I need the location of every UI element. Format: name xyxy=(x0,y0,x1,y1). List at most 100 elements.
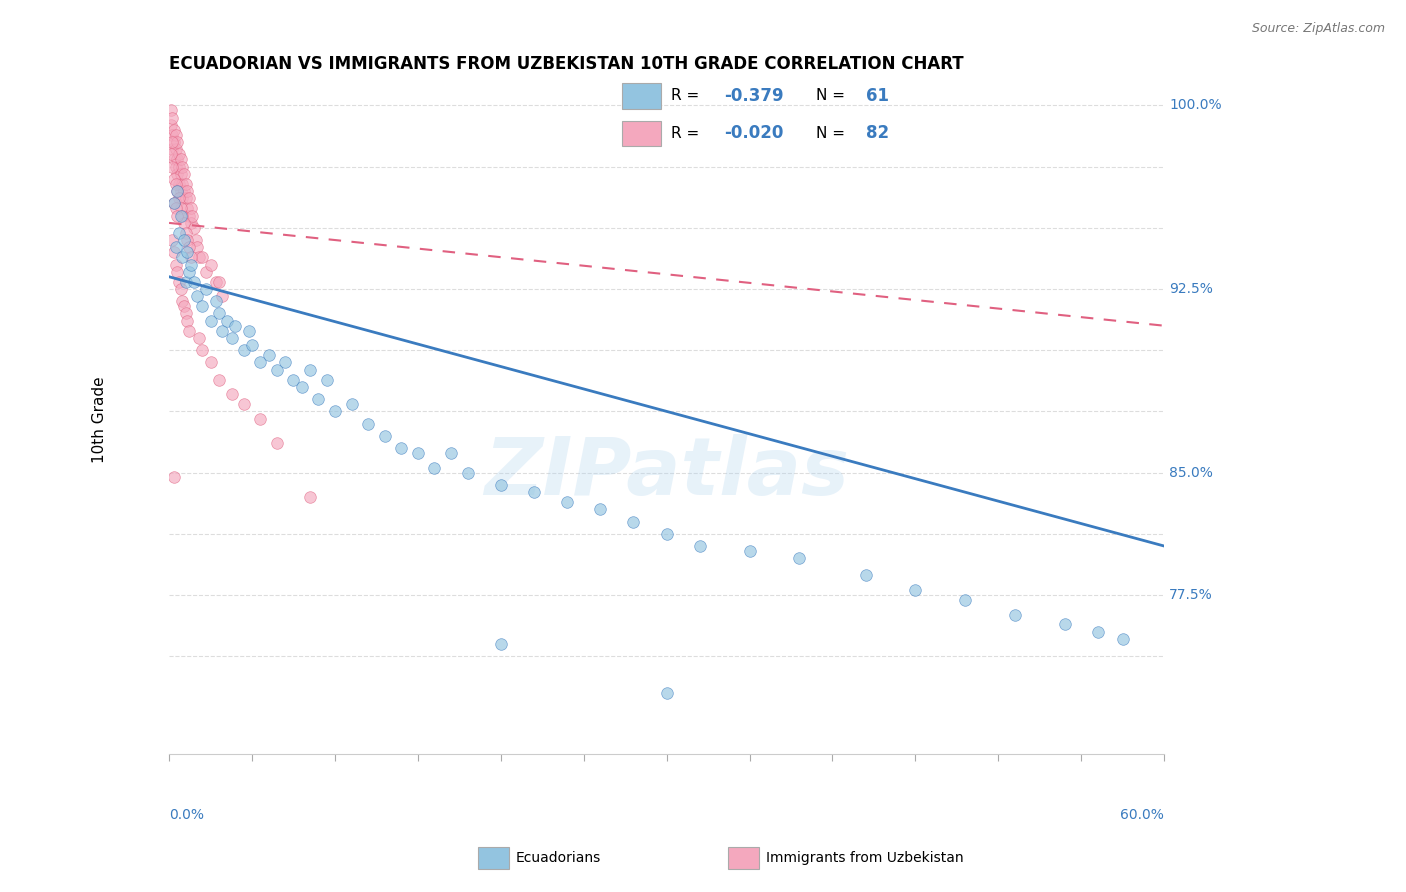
Point xyxy=(163,196,186,211)
Point xyxy=(221,331,243,345)
Point xyxy=(307,392,329,406)
Point xyxy=(177,324,200,338)
Point xyxy=(167,191,190,205)
Point xyxy=(174,226,197,240)
Point xyxy=(172,250,194,264)
Point xyxy=(162,143,184,157)
Point xyxy=(183,275,205,289)
Point xyxy=(173,167,195,181)
Point xyxy=(789,551,811,566)
Point xyxy=(162,135,184,149)
Point xyxy=(174,306,197,320)
Point xyxy=(174,177,197,191)
Text: Ecuadorians: Ecuadorians xyxy=(516,851,602,865)
Point xyxy=(186,289,208,303)
Text: R =: R = xyxy=(671,88,704,103)
Point xyxy=(162,111,184,125)
Text: 85.0%: 85.0% xyxy=(1170,466,1213,480)
Point xyxy=(166,184,188,198)
Point xyxy=(162,128,184,142)
Point xyxy=(174,191,197,205)
Point xyxy=(589,502,612,516)
Point xyxy=(172,294,194,309)
Point xyxy=(170,209,193,223)
Point xyxy=(299,363,322,377)
Text: ZIPatlas: ZIPatlas xyxy=(484,434,849,512)
Point xyxy=(440,446,463,460)
Point xyxy=(204,275,226,289)
Point xyxy=(274,355,297,369)
Point xyxy=(163,135,186,149)
Text: ECUADORIAN VS IMMIGRANTS FROM UZBEKISTAN 10TH GRADE CORRELATION CHART: ECUADORIAN VS IMMIGRANTS FROM UZBEKISTAN… xyxy=(169,55,963,73)
Point xyxy=(184,233,207,247)
Point xyxy=(194,265,217,279)
Point xyxy=(232,343,254,358)
Point xyxy=(249,355,271,369)
Point xyxy=(170,201,193,215)
Point xyxy=(165,201,187,215)
Point xyxy=(315,373,337,387)
Point xyxy=(249,411,271,425)
Point xyxy=(221,387,243,401)
Point xyxy=(204,294,226,309)
Point xyxy=(266,363,288,377)
Text: 82: 82 xyxy=(866,124,889,142)
Point xyxy=(457,466,479,480)
Point xyxy=(180,258,202,272)
Point xyxy=(172,191,194,205)
Point xyxy=(167,226,190,240)
Point xyxy=(180,250,202,264)
Point xyxy=(167,177,190,191)
Point xyxy=(340,397,363,411)
Point xyxy=(163,123,186,137)
Point xyxy=(170,282,193,296)
Point xyxy=(165,177,187,191)
Point xyxy=(200,258,222,272)
Point xyxy=(217,314,239,328)
Point xyxy=(173,216,195,230)
Point xyxy=(323,404,346,418)
Point xyxy=(173,233,195,247)
Point xyxy=(176,314,198,328)
Point xyxy=(186,240,208,254)
Point xyxy=(208,373,231,387)
Point xyxy=(166,184,188,198)
Text: 0.0%: 0.0% xyxy=(169,808,204,822)
Point xyxy=(166,209,188,223)
Point xyxy=(166,135,188,149)
Point xyxy=(389,441,412,455)
Point xyxy=(176,184,198,198)
Text: R =: R = xyxy=(671,126,704,141)
Point xyxy=(655,526,678,541)
Point xyxy=(166,167,188,181)
Point xyxy=(167,160,190,174)
Point xyxy=(283,373,305,387)
Point xyxy=(1087,624,1109,639)
Point xyxy=(177,209,200,223)
Point xyxy=(163,196,186,211)
Text: 10th Grade: 10th Grade xyxy=(91,376,107,463)
Text: Immigrants from Uzbekistan: Immigrants from Uzbekistan xyxy=(766,851,965,865)
Point xyxy=(173,299,195,313)
Text: Source: ZipAtlas.com: Source: ZipAtlas.com xyxy=(1251,22,1385,36)
Point xyxy=(177,240,200,254)
Point xyxy=(200,314,222,328)
Point xyxy=(174,275,197,289)
Point xyxy=(162,233,184,247)
Point xyxy=(172,177,194,191)
Point xyxy=(176,245,198,260)
Point xyxy=(163,171,186,186)
Point xyxy=(159,118,181,132)
Point xyxy=(165,160,187,174)
Point xyxy=(855,568,877,582)
Point xyxy=(357,417,380,431)
Point xyxy=(953,593,976,607)
Point xyxy=(238,324,260,338)
Point xyxy=(224,318,246,333)
Point xyxy=(180,216,202,230)
Point xyxy=(299,490,322,504)
Point xyxy=(177,265,200,279)
Point xyxy=(191,299,214,313)
Point xyxy=(176,233,198,247)
Point xyxy=(177,191,200,205)
